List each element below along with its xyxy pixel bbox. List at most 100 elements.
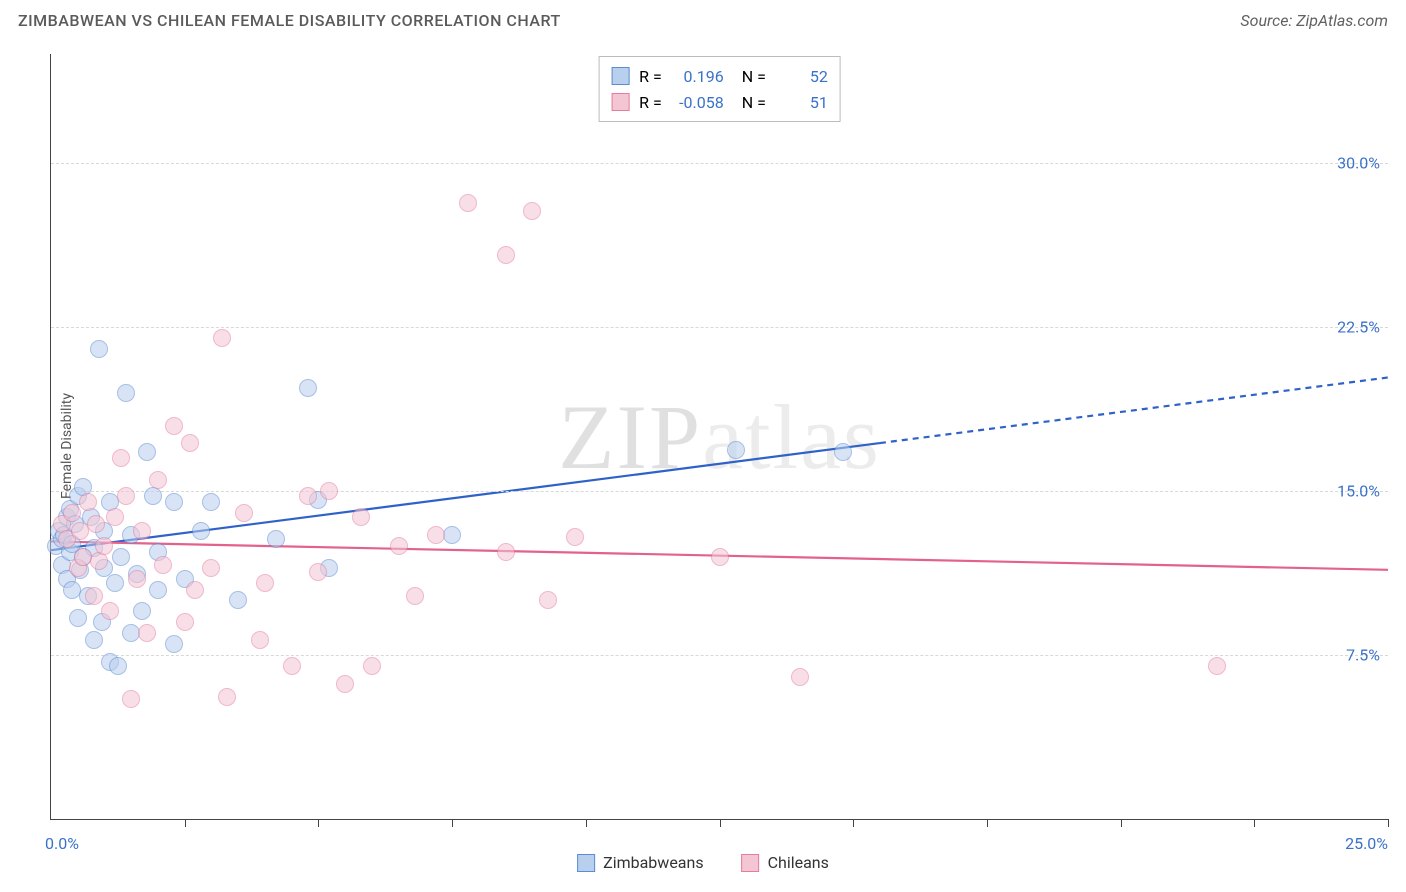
data-point <box>106 574 124 592</box>
data-point <box>109 657 127 675</box>
data-point <box>117 384 135 402</box>
data-point <box>176 613 194 631</box>
data-point <box>390 537 408 555</box>
swatch-icon <box>611 67 629 85</box>
data-point <box>87 515 105 533</box>
data-point <box>251 631 269 649</box>
data-point <box>218 688 236 706</box>
data-point <box>95 537 113 555</box>
swatch-icon <box>577 854 595 872</box>
data-point <box>106 508 124 526</box>
r-value: 0.196 <box>672 67 724 86</box>
chart-plot-area: ZIPatlas R = 0.196 N = 52 R = -0.058 N =… <box>50 54 1388 820</box>
watermark: ZIPatlas <box>558 384 881 490</box>
stats-row-zimbabweans: R = 0.196 N = 52 <box>611 63 828 89</box>
data-point <box>363 657 381 675</box>
data-point <box>112 449 130 467</box>
xtick-label: 0.0% <box>45 834 79 853</box>
stats-legend-box: R = 0.196 N = 52 R = -0.058 N = 51 <box>598 56 841 122</box>
ytick-label: 22.5% <box>1337 318 1380 337</box>
data-point <box>149 581 167 599</box>
data-point <box>186 581 204 599</box>
data-point <box>133 602 151 620</box>
grid-line <box>51 655 1388 656</box>
data-point <box>192 522 210 540</box>
data-point <box>101 602 119 620</box>
data-point <box>202 559 220 577</box>
legend-label: Chileans <box>768 853 829 872</box>
data-point <box>299 379 317 397</box>
data-point <box>128 570 146 588</box>
legend-label: Zimbabweans <box>603 853 703 872</box>
grid-line <box>51 491 1388 492</box>
data-point <box>90 552 108 570</box>
data-point <box>1208 657 1226 675</box>
data-point <box>85 587 103 605</box>
regression-lines-layer <box>51 54 1388 819</box>
xtick <box>720 819 721 827</box>
xtick <box>318 819 319 827</box>
xtick <box>452 819 453 827</box>
r-value: -0.058 <box>672 93 724 112</box>
swatch-icon <box>742 854 760 872</box>
data-point <box>112 548 130 566</box>
page-title: ZIMBABWEAN VS CHILEAN FEMALE DISABILITY … <box>18 11 561 30</box>
data-point <box>309 563 327 581</box>
ytick-label: 30.0% <box>1337 154 1380 173</box>
data-point <box>235 504 253 522</box>
data-point <box>202 493 220 511</box>
data-point <box>523 202 541 220</box>
data-point <box>138 624 156 642</box>
n-value: 51 <box>776 93 828 112</box>
data-point <box>122 690 140 708</box>
xtick-label: 25.0% <box>1345 834 1388 853</box>
data-point <box>283 657 301 675</box>
data-point <box>165 635 183 653</box>
data-point <box>727 441 745 459</box>
data-point <box>427 526 445 544</box>
data-point <box>497 246 515 264</box>
xtick <box>1121 819 1122 827</box>
data-point <box>352 508 370 526</box>
legend-bottom: Zimbabweans Chileans <box>577 853 829 872</box>
xtick <box>1388 819 1389 827</box>
data-point <box>320 482 338 500</box>
xtick <box>1254 819 1255 827</box>
data-point <box>566 528 584 546</box>
data-point <box>154 556 172 574</box>
xtick <box>586 819 587 827</box>
data-point <box>213 329 231 347</box>
data-point <box>63 504 81 522</box>
data-point <box>85 631 103 649</box>
stats-row-chileans: R = -0.058 N = 51 <box>611 89 828 115</box>
data-point <box>711 548 729 566</box>
data-point <box>144 487 162 505</box>
ytick-label: 15.0% <box>1337 482 1380 501</box>
data-point <box>79 493 97 511</box>
data-point <box>229 591 247 609</box>
data-point <box>149 471 167 489</box>
legend-item: Zimbabweans <box>577 853 703 872</box>
data-point <box>497 543 515 561</box>
data-point <box>406 587 424 605</box>
grid-line <box>51 163 1388 164</box>
data-point <box>165 493 183 511</box>
data-point <box>138 443 156 461</box>
data-point <box>443 526 461 544</box>
data-point <box>181 434 199 452</box>
data-point <box>791 668 809 686</box>
data-point <box>165 417 183 435</box>
data-point <box>299 487 317 505</box>
xtick <box>853 819 854 827</box>
legend-item: Chileans <box>742 853 829 872</box>
source-label: Source: ZipAtlas.com <box>1240 11 1388 30</box>
n-value: 52 <box>776 67 828 86</box>
ytick-label: 7.5% <box>1346 646 1380 665</box>
data-point <box>90 340 108 358</box>
xtick <box>185 819 186 827</box>
grid-line <box>51 327 1388 328</box>
data-point <box>256 574 274 592</box>
xtick <box>987 819 988 827</box>
data-point <box>834 443 852 461</box>
data-point <box>267 530 285 548</box>
